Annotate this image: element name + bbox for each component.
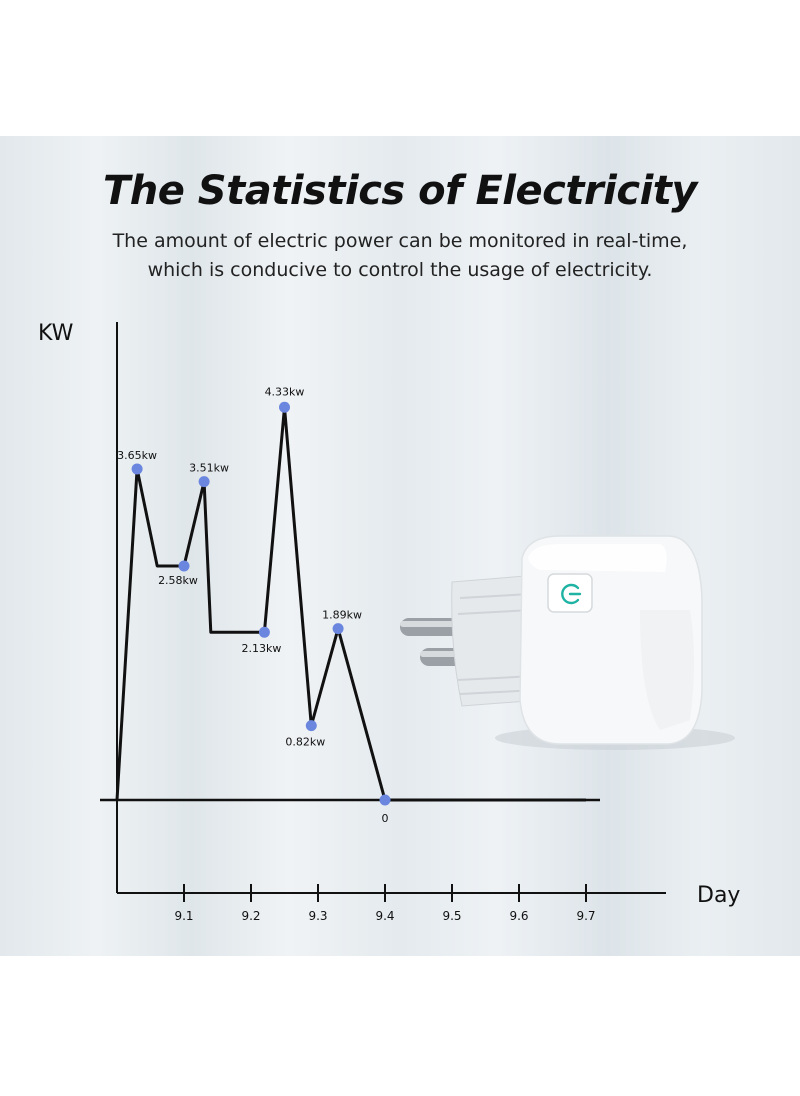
data-markers: 3.65kw 2.58kw 3.51kw 2.13kw 4.33kw 0.82kw 1.89… bbox=[117, 385, 391, 825]
x-tick-label: 9.3 bbox=[308, 909, 327, 923]
page-title: The Statistics of Electricity bbox=[102, 168, 698, 214]
data-label: 0 bbox=[382, 812, 389, 825]
y-axis-label: KW bbox=[38, 321, 74, 346]
data-label: 3.51kw bbox=[189, 462, 229, 475]
x-axis-label: Day bbox=[697, 883, 740, 908]
subtitle-line-1: The amount of electric power can be moni… bbox=[112, 230, 688, 252]
series-line bbox=[115, 405, 586, 802]
data-point bbox=[379, 794, 391, 806]
x-ticks: 9.1 9.2 9.3 9.4 9.5 9.6 9.7 bbox=[174, 884, 596, 923]
x-tick-label: 9.2 bbox=[241, 909, 260, 923]
x-tick-label: 9.4 bbox=[375, 909, 394, 923]
data-label: 2.13kw bbox=[241, 642, 281, 655]
data-point bbox=[279, 401, 290, 413]
data-label: 0.82kw bbox=[285, 736, 325, 749]
data-label: 4.33kw bbox=[265, 385, 305, 398]
data-label: 1.89kw bbox=[322, 609, 362, 622]
data-point bbox=[198, 476, 210, 488]
subtitle-line-2: which is conducive to control the usage … bbox=[147, 259, 653, 281]
smart-plug-image bbox=[400, 535, 735, 750]
x-tick-label: 9.5 bbox=[442, 909, 461, 923]
data-point bbox=[178, 560, 190, 572]
data-point bbox=[305, 720, 317, 732]
x-tick-label: 9.1 bbox=[174, 909, 193, 923]
x-tick-label: 9.7 bbox=[576, 909, 595, 923]
data-point bbox=[131, 463, 143, 475]
data-point bbox=[258, 626, 270, 638]
data-point bbox=[332, 623, 344, 635]
x-tick-label: 9.6 bbox=[509, 909, 528, 923]
data-label: 2.58kw bbox=[158, 574, 198, 587]
data-label: 3.65kw bbox=[117, 449, 157, 462]
